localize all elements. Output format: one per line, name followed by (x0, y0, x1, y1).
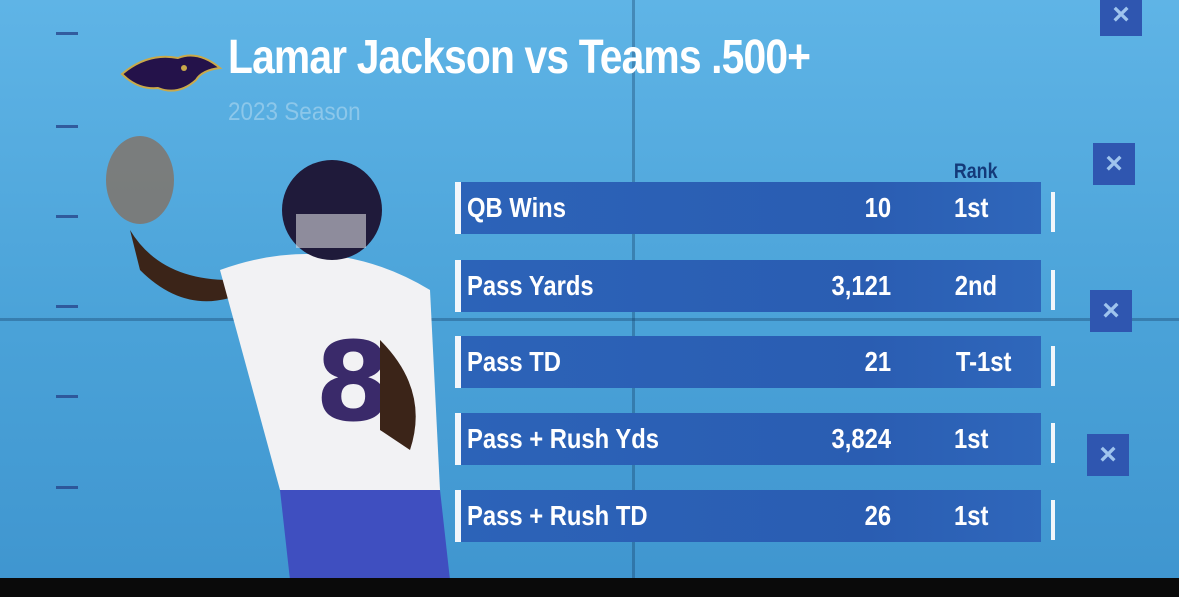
stat-rank: 2nd (954, 270, 998, 301)
team-logo (120, 54, 223, 92)
player-image: 8 (106, 136, 450, 580)
yard-marker (56, 125, 78, 128)
stat-label: Pass TD (467, 346, 561, 377)
yard-marker (56, 215, 78, 218)
row-edge (1051, 500, 1055, 540)
stat-label: Pass + Rush Yds (467, 423, 660, 454)
yard-marker (56, 305, 78, 308)
stat-rank: 1st (954, 423, 989, 454)
panel-seam (0, 318, 1179, 321)
stat-row: Pass Yards 3,121 2nd (455, 260, 1055, 312)
stat-row: QB Wins 10 1st (455, 182, 1055, 234)
row-edge (1051, 423, 1055, 463)
row-edge (1051, 346, 1055, 386)
stat-rank: T-1st (955, 346, 1012, 377)
subtitle: 2023 Season (228, 98, 361, 126)
stat-row: Pass TD 21 T-1st (455, 336, 1055, 388)
x-marker: × (1093, 143, 1135, 185)
x-marker: × (1100, 0, 1142, 36)
stat-label: QB Wins (467, 192, 566, 223)
x-marker: × (1087, 434, 1129, 476)
stat-rank: 1st (954, 192, 989, 223)
stat-row: Pass + Rush TD 26 1st (455, 490, 1055, 542)
row-edge (1051, 192, 1055, 232)
stat-value: 26 (864, 500, 891, 531)
column-header: Rank (953, 160, 998, 183)
stat-rank: 1st (954, 500, 989, 531)
stat-value: 10 (864, 192, 891, 223)
stat-value: 21 (864, 346, 891, 377)
stat-label: Pass + Rush TD (467, 500, 648, 531)
stat-label: Pass Yards (467, 270, 594, 301)
screen-bezel (0, 578, 1179, 597)
yard-marker (56, 486, 78, 489)
x-marker: × (1090, 290, 1132, 332)
row-edge (1051, 270, 1055, 310)
title: Lamar Jackson vs Teams .500+ (228, 31, 811, 84)
stat-value: 3,121 (831, 270, 891, 301)
svg-text:8: 8 (315, 318, 392, 446)
stat-value: 3,824 (831, 423, 891, 454)
yard-marker (56, 32, 78, 35)
yard-marker (56, 395, 78, 398)
stat-row: Pass + Rush Yds 3,824 1st (455, 413, 1055, 465)
